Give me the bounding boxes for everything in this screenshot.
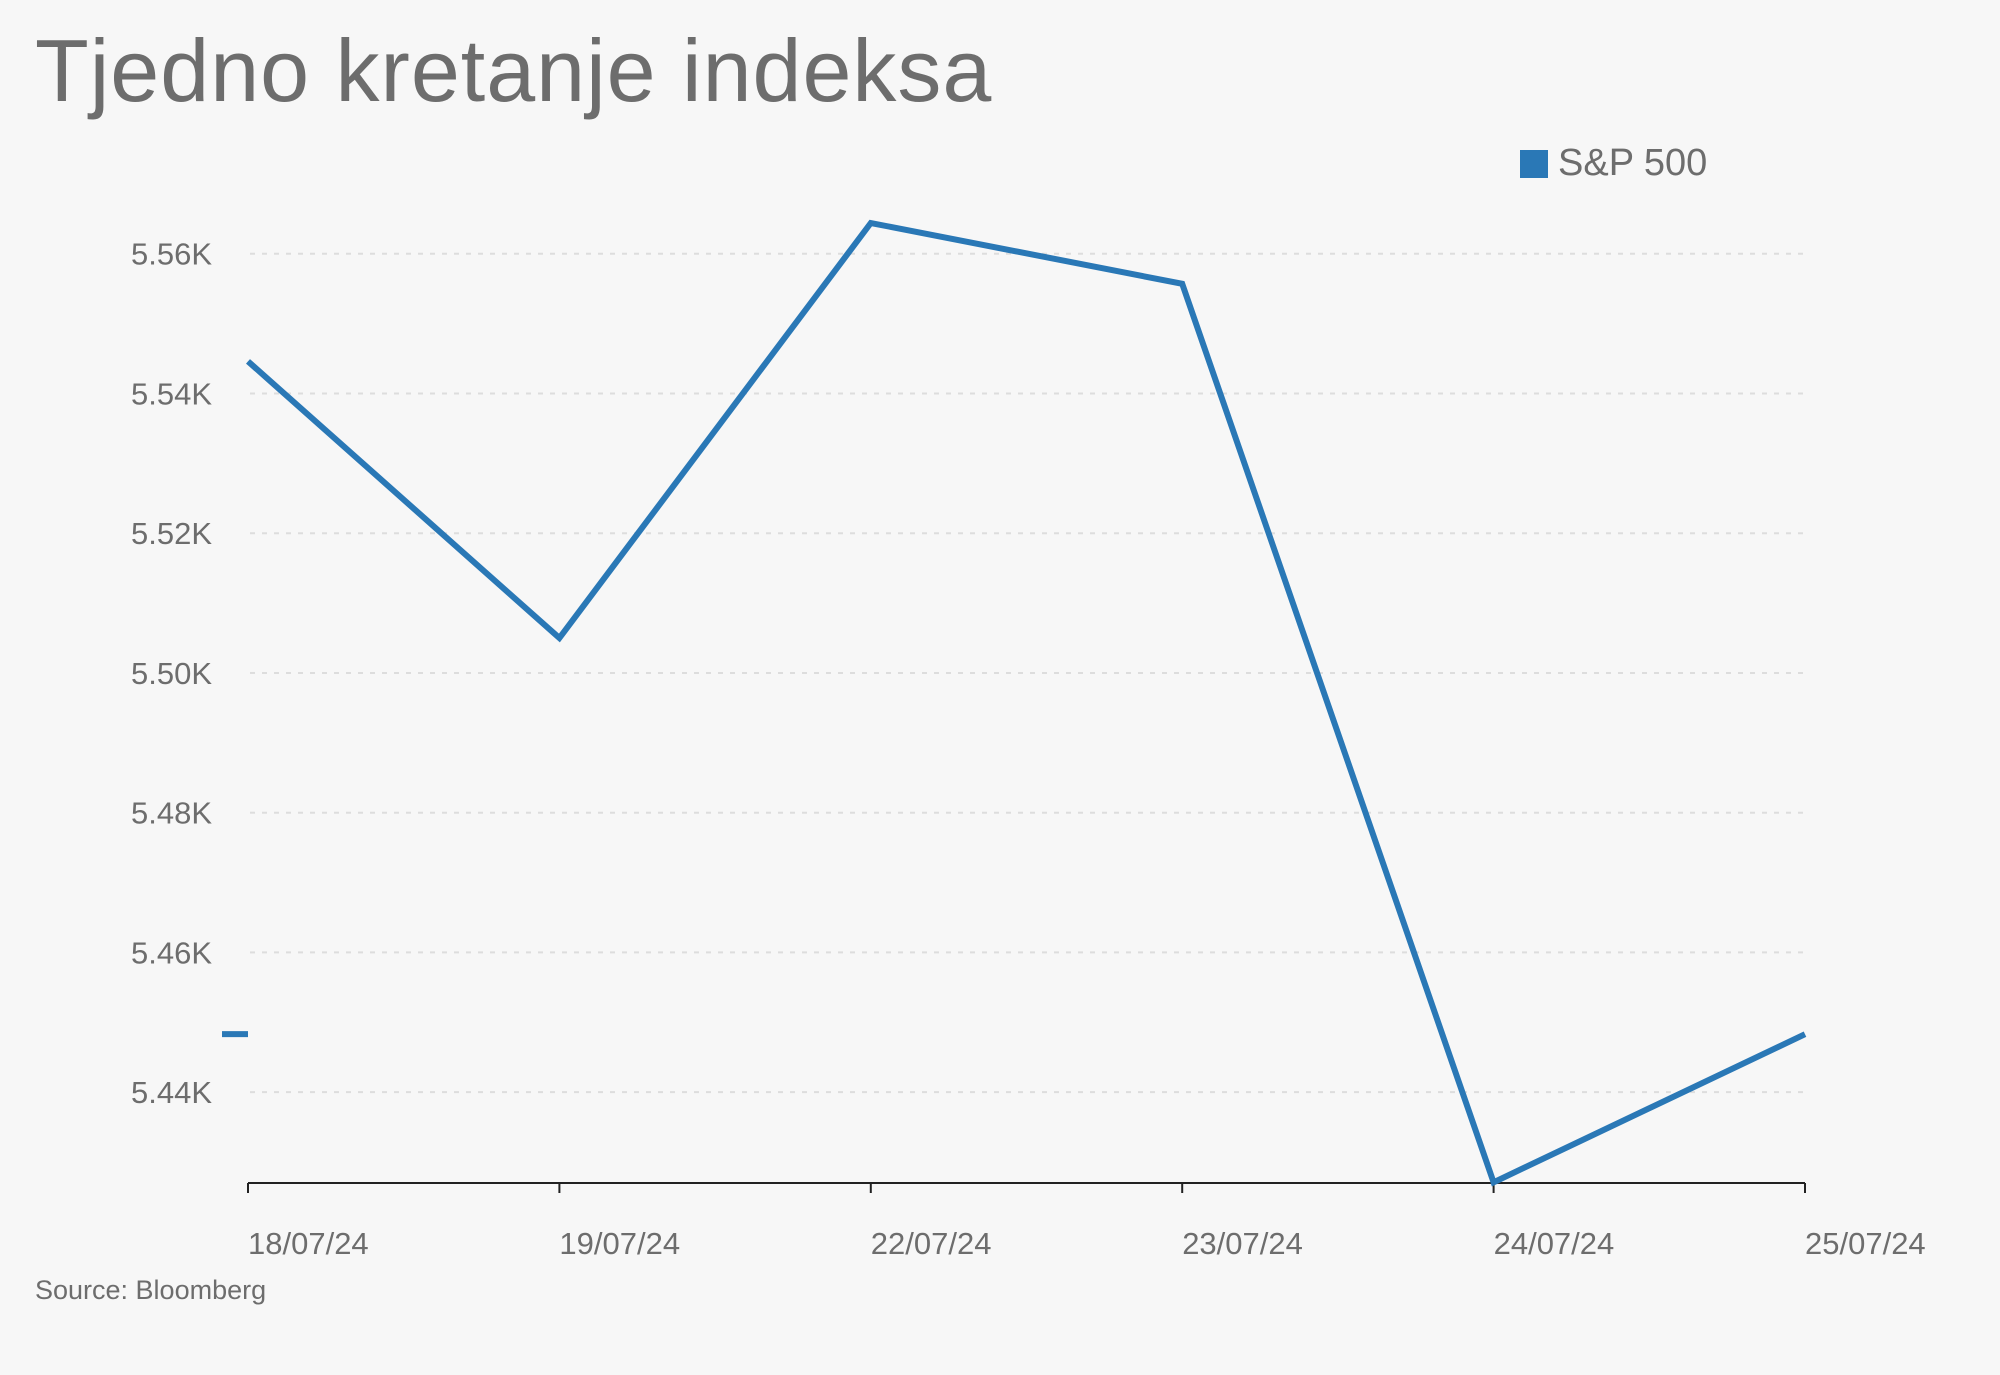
x-tick-label: 23/07/24: [1182, 1226, 1303, 1261]
y-axis-labels: 5.44K 5.46K 5.48K 5.50K 5.52K 5.54K 5.56K: [131, 237, 212, 1110]
y-tick-label: 5.46K: [131, 935, 212, 970]
y-tick-label: 5.54K: [131, 376, 212, 411]
y-tick-label: 5.50K: [131, 656, 212, 691]
x-tick-label: 24/07/24: [1494, 1226, 1615, 1261]
series-layer: [222, 219, 1807, 1187]
source-note: Source: Bloomberg: [35, 1275, 267, 1305]
series-line: [246, 219, 1807, 1187]
legend: S&P 500: [1520, 142, 1707, 185]
legend-label: S&P 500: [1558, 142, 1708, 184]
x-tick-label: 18/07/24: [248, 1226, 369, 1261]
y-tick-label: 5.44K: [131, 1075, 212, 1110]
grid-lines: [250, 252, 1810, 1094]
y-tick-label: 5.48K: [131, 796, 212, 831]
x-tick-label: 19/07/24: [559, 1226, 680, 1261]
y-tick-label: 5.52K: [131, 516, 212, 551]
legend-swatch: [1520, 149, 1548, 178]
x-axis: 18/07/24 19/07/24 22/07/24 23/07/24 24/07/24…: [247, 1182, 1926, 1261]
x-tick-label: 22/07/24: [871, 1226, 992, 1261]
y-tick-label: 5.56K: [131, 237, 212, 272]
x-tick-label: 25/07/24: [1805, 1226, 1926, 1261]
chart-title: Tjedno kretanje indeksa: [35, 21, 993, 120]
